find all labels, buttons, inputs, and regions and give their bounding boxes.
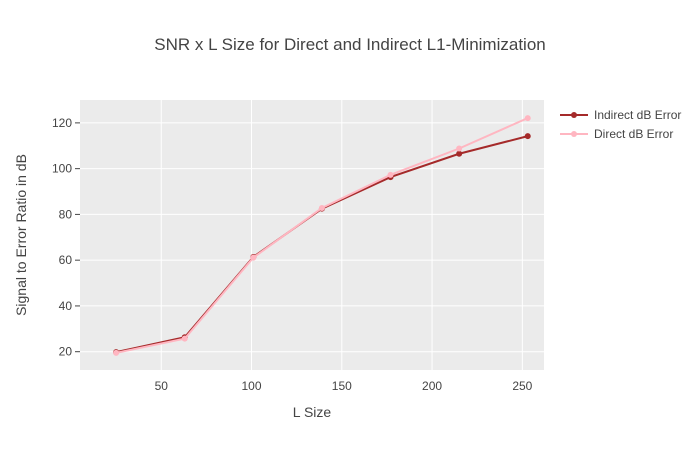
y-tick-label: 100 xyxy=(52,162,72,176)
legend: Indirect dB Error Direct dB Error xyxy=(560,108,681,141)
legend-item: Direct dB Error xyxy=(560,127,673,141)
data-point xyxy=(524,115,531,122)
x-tick-label: 150 xyxy=(332,379,352,393)
legend-label: Direct dB Error xyxy=(594,127,673,141)
data-point xyxy=(456,145,463,152)
x-tick-label: 50 xyxy=(155,379,169,393)
data-point xyxy=(181,335,188,342)
x-tick-label: 250 xyxy=(512,379,532,393)
x-tick-label: 200 xyxy=(422,379,442,393)
series-layer xyxy=(113,115,531,356)
y-tick-label: 20 xyxy=(59,345,73,359)
x-tick-label: 100 xyxy=(242,379,262,393)
data-point xyxy=(250,254,257,261)
y-axis-title: Signal to Error Ratio in dB xyxy=(13,154,29,316)
data-point xyxy=(456,150,463,157)
y-tick-label: 80 xyxy=(59,207,73,221)
y-tick-label: 60 xyxy=(59,253,73,267)
plot-area xyxy=(80,100,544,370)
chart-title: SNR x L Size for Direct and Indirect L1-… xyxy=(154,35,545,54)
y-tick-label: 120 xyxy=(52,116,72,130)
y-tick-label: 40 xyxy=(59,299,73,313)
x-axis-title: L Size xyxy=(293,404,332,420)
data-point xyxy=(113,349,120,356)
data-point xyxy=(318,205,325,211)
tick-labels: 50 100 150 200 250 20 40 60 80 100 120 xyxy=(52,116,533,393)
legend-swatch-marker xyxy=(571,131,577,137)
series-direct xyxy=(113,115,531,356)
legend-item: Indirect dB Error xyxy=(560,108,681,122)
legend-swatch-marker xyxy=(571,112,577,118)
data-point xyxy=(387,171,394,178)
data-point xyxy=(524,133,531,140)
legend-label: Indirect dB Error xyxy=(594,108,681,122)
